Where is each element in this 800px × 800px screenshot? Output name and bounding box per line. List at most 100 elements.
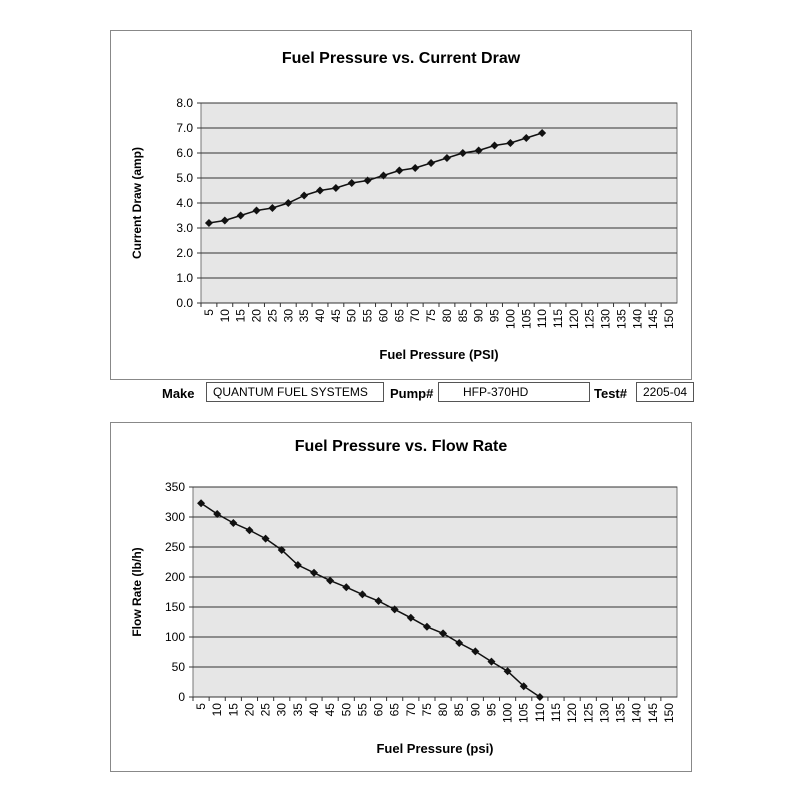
data-point	[442, 154, 451, 162]
x-tick-label: 130	[597, 703, 611, 723]
x-tick-label: 40	[307, 703, 321, 717]
y-tick-label: 0	[178, 690, 185, 704]
x-tick-label: 75	[424, 309, 438, 323]
y-tick-label: 1.0	[176, 271, 193, 285]
series-line	[200, 502, 541, 698]
data-point	[197, 499, 206, 508]
series-line	[208, 132, 543, 224]
x-tick-label: 70	[404, 703, 418, 717]
x-tick-label: 95	[484, 703, 498, 717]
data-point	[471, 647, 480, 656]
data-point	[261, 534, 270, 543]
data-point	[406, 613, 415, 622]
x-tick-label: 140	[630, 703, 644, 723]
data-point	[506, 139, 515, 147]
x-tick-label: 135	[614, 309, 628, 329]
x-axis-label: Fuel Pressure (PSI)	[379, 347, 498, 362]
x-tick-label: 125	[583, 309, 597, 329]
data-point	[519, 682, 528, 691]
x-tick-label: 150	[662, 703, 676, 723]
x-tick-label: 30	[275, 703, 289, 717]
x-axis-label: Fuel Pressure (psi)	[376, 741, 493, 756]
data-point	[439, 629, 448, 638]
x-tick-label: 10	[210, 703, 224, 717]
test-info-form: Make QUANTUM FUEL SYSTEMS Pump# HFP-370H…	[0, 380, 800, 404]
x-tick-label: 115	[551, 309, 565, 328]
y-tick-label: 8.0	[176, 96, 193, 110]
data-point	[474, 146, 483, 155]
x-tick-label: 45	[329, 309, 343, 323]
x-tick-label: 110	[535, 309, 549, 328]
x-tick-label: 140	[630, 309, 644, 329]
data-point	[236, 211, 245, 220]
x-tick-label: 35	[291, 703, 305, 717]
data-point	[487, 657, 496, 666]
y-tick-label: 5.0	[176, 171, 193, 185]
y-tick-label: 3.0	[176, 221, 193, 235]
pump-field: HFP-370HD	[438, 382, 590, 402]
chart-flow-rate-svg: Fuel Pressure vs. Flow Rate 0 50 100 150 200 2…	[130, 438, 678, 756]
x-tick-label: 65	[388, 703, 402, 717]
data-point	[268, 204, 277, 212]
data-point	[347, 179, 356, 187]
y-tick-label: 50	[172, 660, 186, 674]
x-tick-label: 45	[323, 703, 337, 717]
x-tick-label: 135	[614, 703, 628, 723]
x-tick-label: 130	[599, 309, 613, 329]
data-point	[458, 149, 467, 157]
data-point	[490, 141, 499, 150]
x-tick-label: 10	[218, 309, 232, 323]
x-tick-label: 90	[472, 309, 486, 323]
x-tick-label: 85	[452, 703, 466, 717]
data-point	[213, 510, 222, 518]
test-field: 2205-04	[636, 382, 694, 402]
data-point	[220, 216, 229, 225]
x-tick-label: 5	[202, 309, 216, 316]
chart-title: Fuel Pressure vs. Current Draw	[282, 50, 521, 67]
chart-flow-rate: Fuel Pressure vs. Flow Rate 0 50 100 150 200 2…	[110, 422, 692, 772]
y-tick-label: 100	[165, 630, 185, 644]
x-tick-label: 95	[488, 309, 502, 323]
data-point	[411, 164, 420, 172]
data-point	[379, 171, 388, 180]
data-point	[455, 639, 464, 647]
x-tick-label: 105	[517, 703, 531, 723]
x-tick-label: 65	[392, 309, 406, 323]
y-tick-label: 300	[165, 510, 185, 524]
x-tick-label: 25	[265, 309, 279, 323]
y-axis-label: Current Draw (amp)	[130, 147, 144, 259]
x-tick-label: 145	[646, 703, 660, 723]
x-tick-label: 100	[503, 309, 517, 329]
data-point	[293, 561, 302, 569]
x-tick-label: 150	[662, 309, 676, 329]
data-point	[503, 667, 512, 676]
data-point	[277, 546, 286, 554]
y-tick-label: 4.0	[176, 196, 193, 210]
x-tick-label: 15	[226, 703, 240, 717]
x-tick-label: 145	[646, 309, 660, 329]
y-tick-label: 0.0	[176, 296, 193, 310]
x-tick-label: 30	[281, 309, 295, 323]
x-tick-label: 60	[376, 309, 390, 323]
x-tick-label: 120	[565, 703, 579, 723]
x-tick-label: 90	[468, 703, 482, 717]
data-point	[245, 526, 254, 535]
data-point	[310, 568, 318, 577]
data-point	[284, 199, 293, 207]
data-point	[374, 597, 383, 605]
data-point	[538, 129, 547, 137]
x-tick-label: 80	[436, 703, 450, 717]
x-tick-label: 35	[297, 309, 311, 323]
y-tick-label: 350	[165, 480, 185, 494]
chart-current-draw: Fuel Pressure vs. Current Draw 0.0 1.0 2.0 3…	[110, 30, 692, 380]
make-field: QUANTUM FUEL SYSTEMS	[206, 382, 384, 402]
x-tick-label: 70	[408, 309, 422, 323]
x-tick-label: 110	[533, 703, 547, 722]
data-point	[395, 166, 404, 175]
x-tick-label: 25	[259, 703, 273, 717]
x-tick-label: 40	[313, 309, 327, 323]
x-tick-label: 60	[372, 703, 386, 717]
y-tick-label: 250	[165, 540, 185, 554]
data-point	[422, 622, 431, 631]
x-tick-label: 5	[194, 703, 208, 710]
